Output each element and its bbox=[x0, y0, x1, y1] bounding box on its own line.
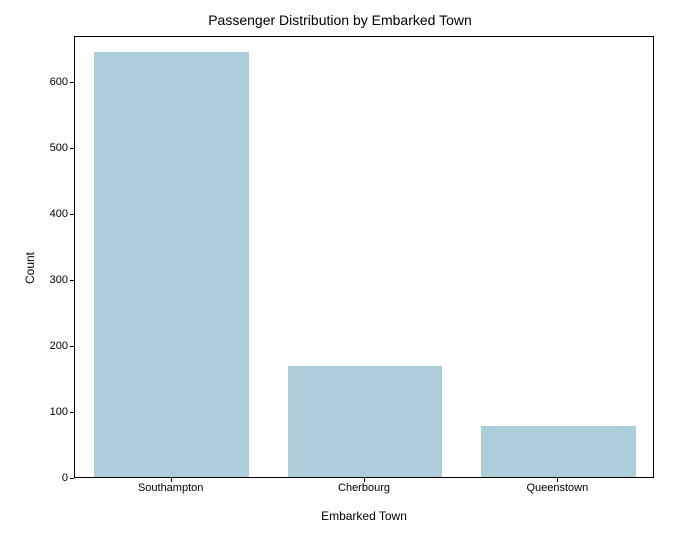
y-axis-label: Count bbox=[23, 251, 37, 283]
ytick-label: 600 bbox=[50, 76, 68, 88]
xtick-label: Southampton bbox=[138, 482, 203, 494]
chart-container: Passenger Distribution by Embarked Town … bbox=[0, 0, 680, 535]
xtick-mark bbox=[557, 478, 558, 482]
ytick-label: 300 bbox=[50, 274, 68, 286]
ytick-label: 200 bbox=[50, 340, 68, 352]
ytick-mark bbox=[70, 280, 74, 281]
ytick-mark bbox=[70, 82, 74, 83]
xtick-mark bbox=[364, 478, 365, 482]
bar bbox=[481, 426, 636, 477]
bar bbox=[288, 366, 443, 477]
ytick-mark bbox=[70, 148, 74, 149]
x-axis-label: Embarked Town bbox=[74, 509, 654, 523]
ytick-label: 100 bbox=[50, 406, 68, 418]
plot-area bbox=[74, 36, 654, 478]
bar bbox=[94, 52, 249, 477]
ytick-label: 500 bbox=[50, 142, 68, 154]
chart-title: Passenger Distribution by Embarked Town bbox=[0, 12, 680, 28]
ytick-mark bbox=[70, 478, 74, 479]
ytick-mark bbox=[70, 346, 74, 347]
xtick-label: Cherbourg bbox=[338, 482, 390, 494]
xtick-label: Queenstown bbox=[526, 482, 588, 494]
ytick-label: 400 bbox=[50, 208, 68, 220]
ytick-mark bbox=[70, 214, 74, 215]
ytick-label: 0 bbox=[62, 472, 68, 484]
xtick-mark bbox=[171, 478, 172, 482]
ytick-mark bbox=[70, 412, 74, 413]
